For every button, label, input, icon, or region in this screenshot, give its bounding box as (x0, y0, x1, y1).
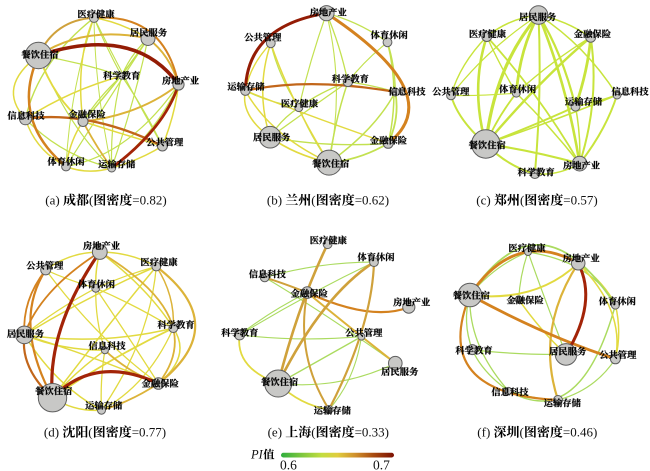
svg-text:(b): (b) (267, 193, 282, 208)
svg-text:PI: PI (250, 448, 264, 462)
svg-text:(: ( (520, 425, 524, 440)
svg-text:(f): (f) (477, 425, 490, 440)
svg-text:(: ( (311, 425, 315, 440)
svg-text:(: ( (89, 193, 93, 208)
svg-text:(d): (d) (44, 425, 59, 440)
svg-text:0.7: 0.7 (373, 458, 390, 471)
svg-text:(c): (c) (476, 193, 490, 208)
svg-text:(: ( (311, 193, 315, 208)
svg-text:=0.46): =0.46) (563, 425, 597, 440)
svg-text:(: ( (520, 193, 524, 208)
svg-text:=0.82): =0.82) (132, 193, 166, 208)
svg-text:=0.62): =0.62) (355, 193, 389, 208)
svg-text:(e): (e) (268, 425, 282, 440)
svg-text:=0.77): =0.77) (132, 425, 166, 440)
svg-text:(: ( (88, 425, 92, 440)
svg-text:0.6: 0.6 (280, 458, 297, 471)
svg-text:=0.33): =0.33) (355, 425, 389, 440)
svg-text:(a): (a) (45, 193, 59, 208)
svg-text:=0.57): =0.57) (563, 193, 597, 208)
